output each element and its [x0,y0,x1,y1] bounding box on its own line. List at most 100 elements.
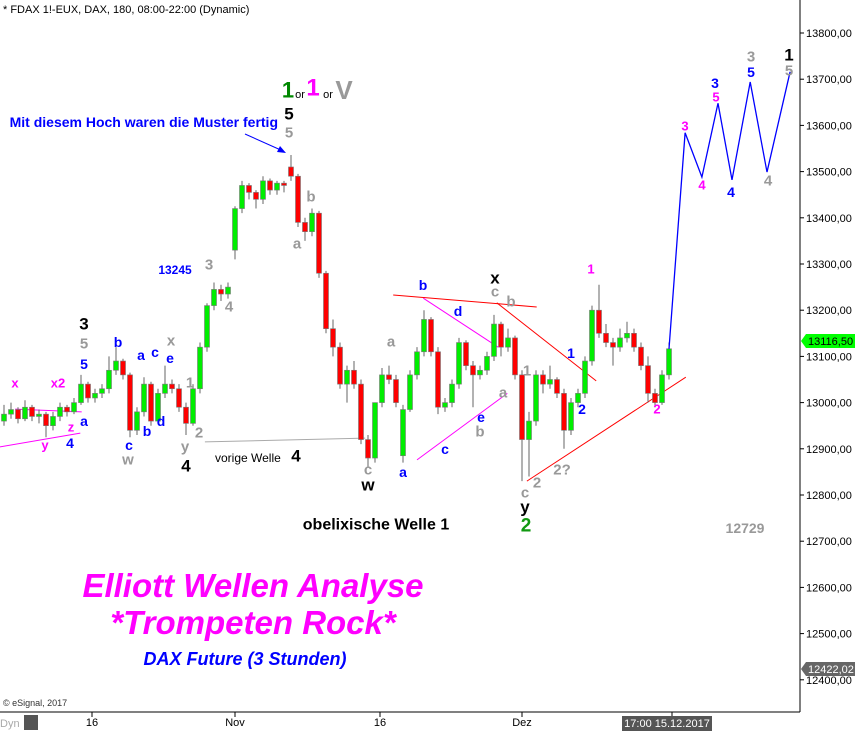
y-tick-label: 12400,00 [806,675,852,687]
candle-body-down [295,175,301,223]
candle-body-up [589,309,595,362]
candle [50,411,56,431]
candle-body-up [1,413,7,422]
candle [386,365,392,385]
candle [29,404,35,422]
candle [169,379,175,394]
candle [43,411,49,438]
trend-line-magenta [416,392,508,461]
level-13245: 13245 [158,263,192,277]
candle-body-down [120,360,126,376]
candle-body-down [85,383,91,399]
candle [162,365,168,398]
candle-body-down [337,346,343,385]
candle [71,397,77,415]
candle [631,328,637,352]
candle-body-up [78,383,84,403]
candle-body-down [183,406,189,424]
wave-label: 1 [186,375,194,392]
wave-label: y [41,438,49,453]
y-tick-label: 12800,00 [806,490,852,502]
wave-label: 4 [764,173,773,190]
candle-body-down [386,374,392,380]
candle-body-up [477,369,483,376]
candle [15,407,21,424]
candle [477,365,483,380]
candle [134,407,140,435]
wave-label: 5 [785,63,793,80]
candle [183,402,189,435]
candle-body-up [407,374,413,410]
candle [547,365,553,389]
x-tick-label: Nov [225,717,245,729]
candle-body-down [498,323,504,348]
candle [638,342,644,371]
x-tick-label: Dez [512,717,532,729]
candle-body-up [666,348,672,376]
wave-label: c [521,485,529,502]
candle-body-up [400,409,406,457]
candle [561,388,567,449]
candle [456,337,462,389]
candle-body-down [603,332,609,343]
candle [498,321,504,357]
candle [85,381,91,403]
wave-label: a [80,413,88,429]
candle-body-down [365,439,371,459]
candle [281,180,287,193]
y-tick-label: 12900,00 [806,444,852,456]
candle-body-up [99,388,105,394]
y-tick-label: 13200,00 [806,305,852,317]
y-tick-label: 12500,00 [806,629,852,641]
candle-body-up [414,351,420,376]
candle-body-up [8,409,14,415]
trend-line-grey [204,437,366,443]
alt-or: or [295,89,305,101]
wave-label: d [157,413,166,429]
wave-label: 2 [533,475,541,492]
y-tick-label: 13500,00 [806,167,852,179]
candle-body-up [344,369,350,385]
wave-label: 5 [80,356,88,372]
candle-body-up [624,332,630,339]
grey-wave-labels: 5 5 b a 3 4 1 x 2 y w a c b 1 a b c c 2 … [80,49,793,537]
candle [540,370,546,394]
candle-body-down [561,393,567,431]
candle-body-up [50,416,56,426]
candle-body-up [141,383,147,413]
candle [484,351,490,375]
wave-label: c [491,284,499,301]
level-12729: 12729 [726,520,765,536]
candle-body-down [638,346,644,366]
wave-label: 4 [727,184,735,200]
candle [568,397,574,435]
wave-label: c [441,441,449,457]
candle [596,284,602,338]
projection-path [668,71,791,349]
candle [316,210,322,278]
candle-body-up [162,383,168,394]
wave-label: c [151,344,159,360]
copyright: © eSignal, 2017 [3,698,67,708]
wave-label: 4 [66,435,74,451]
candle [211,282,217,311]
wave-label: 2 [653,402,660,417]
candle [8,402,14,419]
wave-label: c [364,462,372,479]
candle [351,361,357,389]
candle-body-up [379,374,385,403]
wave-label: x [490,269,500,288]
candle-body-up [239,185,245,209]
candles [1,154,672,482]
candle-body-down [631,332,637,348]
candle-body-up [190,388,196,424]
dyn-toggle-icon[interactable] [24,715,38,730]
y-tick-label: 13100,00 [806,351,852,363]
candle [344,365,350,403]
wave-label: b [475,424,484,441]
wave-label: 2 [195,425,203,442]
y-tick-label: 12700,00 [806,536,852,548]
wave-label: b [506,294,515,311]
wave-label: 5 [284,105,293,124]
candle [260,176,266,204]
